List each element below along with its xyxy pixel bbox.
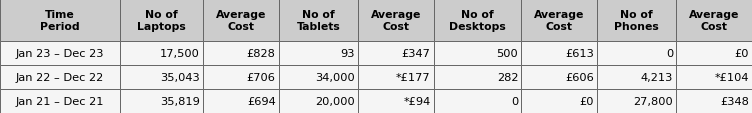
Text: *£177: *£177 [396, 72, 431, 82]
Text: £606: £606 [566, 72, 594, 82]
Text: 20,000: 20,000 [315, 96, 355, 106]
Text: *£94: *£94 [403, 96, 431, 106]
Text: Average
Cost: Average Cost [371, 10, 421, 32]
Bar [597, 65, 676, 89]
Bar [676, 0, 752, 42]
Bar [358, 42, 434, 65]
Text: £0: £0 [735, 49, 749, 59]
Text: 93: 93 [341, 49, 355, 59]
Text: *£104: *£104 [714, 72, 749, 82]
Text: No of
Desktops: No of Desktops [449, 10, 506, 32]
Bar [434, 0, 521, 42]
Text: 0: 0 [666, 49, 673, 59]
Bar [120, 42, 203, 65]
Text: Jan 21 – Dec 21: Jan 21 – Dec 21 [16, 96, 105, 106]
Bar [203, 42, 279, 65]
Text: 4,213: 4,213 [641, 72, 673, 82]
Bar [521, 65, 597, 89]
Bar [279, 0, 358, 42]
Bar [0, 65, 120, 89]
Text: Jan 23 – Dec 23: Jan 23 – Dec 23 [16, 49, 105, 59]
Bar [521, 0, 597, 42]
Bar [521, 42, 597, 65]
Text: 27,800: 27,800 [634, 96, 673, 106]
Bar [597, 42, 676, 65]
Bar [120, 0, 203, 42]
Bar [358, 89, 434, 113]
Text: No of
Laptops: No of Laptops [137, 10, 186, 32]
Text: £347: £347 [402, 49, 431, 59]
Text: £694: £694 [247, 96, 276, 106]
Text: 35,043: 35,043 [160, 72, 200, 82]
Text: Time
Period: Time Period [40, 10, 80, 32]
Bar [0, 0, 120, 42]
Bar [676, 89, 752, 113]
Bar [120, 65, 203, 89]
Text: Average
Cost: Average Cost [534, 10, 584, 32]
Bar [597, 89, 676, 113]
Bar [120, 89, 203, 113]
Bar [279, 42, 358, 65]
Text: Average
Cost: Average Cost [216, 10, 266, 32]
Text: Average
Cost: Average Cost [689, 10, 739, 32]
Bar [203, 89, 279, 113]
Text: £348: £348 [720, 96, 749, 106]
Text: £0: £0 [580, 96, 594, 106]
Text: 34,000: 34,000 [315, 72, 355, 82]
Text: Jan 22 – Dec 22: Jan 22 – Dec 22 [16, 72, 104, 82]
Bar [279, 89, 358, 113]
Bar [434, 42, 521, 65]
Bar [676, 65, 752, 89]
Text: 500: 500 [496, 49, 518, 59]
Bar [0, 89, 120, 113]
Bar [597, 0, 676, 42]
Bar [434, 65, 521, 89]
Bar [203, 0, 279, 42]
Bar [279, 65, 358, 89]
Bar [676, 42, 752, 65]
Text: £828: £828 [247, 49, 276, 59]
Bar [434, 89, 521, 113]
Bar [358, 65, 434, 89]
Text: 35,819: 35,819 [160, 96, 200, 106]
Bar [0, 42, 120, 65]
Text: £613: £613 [565, 49, 594, 59]
Bar [358, 0, 434, 42]
Bar [203, 65, 279, 89]
Text: 282: 282 [497, 72, 518, 82]
Text: No of
Tablets: No of Tablets [296, 10, 340, 32]
Text: 0: 0 [511, 96, 518, 106]
Text: 17,500: 17,500 [160, 49, 200, 59]
Bar [521, 89, 597, 113]
Text: £706: £706 [247, 72, 276, 82]
Text: No of
Phones: No of Phones [614, 10, 659, 32]
